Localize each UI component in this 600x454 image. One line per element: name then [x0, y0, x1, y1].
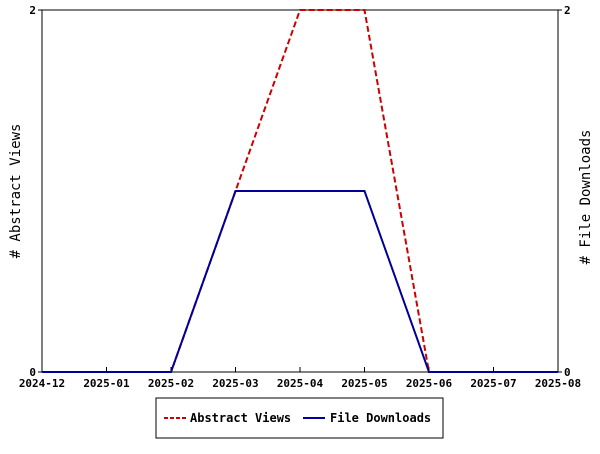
series-line-file-downloads	[42, 190, 558, 373]
left-y-axis-title: # Abstract Views	[8, 124, 24, 259]
x-tick-label: 2025-08	[535, 377, 581, 390]
x-tick-label: 2025-05	[341, 377, 387, 390]
left-y-tick-label: 0	[29, 366, 36, 379]
series-lines	[42, 9, 558, 373]
legend-box	[155, 397, 444, 439]
x-tick-label: 2025-01	[83, 377, 130, 390]
x-tick-label: 2025-02	[148, 377, 194, 390]
right-y-tick-label: 0	[564, 366, 571, 379]
left-y-tick-label: 2	[29, 4, 36, 17]
x-tick-label: 2025-04	[277, 377, 324, 390]
right-y-axis-title: # File Downloads	[578, 130, 594, 265]
legend: Abstract Views File Downloads	[155, 397, 444, 439]
x-tick-label: 2024-12	[19, 377, 65, 390]
x-tick-label: 2025-03	[212, 377, 258, 390]
legend-label-file-downloads: File Downloads	[330, 411, 431, 425]
x-axis-ticks: 2024-12 2025-01 2025-02 2025-03 2025-04 2025-…	[19, 367, 581, 390]
x-tick-label: 2025-06	[406, 377, 453, 390]
x-tick-label: 2025-07	[470, 377, 516, 390]
right-y-tick-label: 2	[564, 4, 571, 17]
legend-label-abstract-views: Abstract Views	[190, 411, 291, 425]
